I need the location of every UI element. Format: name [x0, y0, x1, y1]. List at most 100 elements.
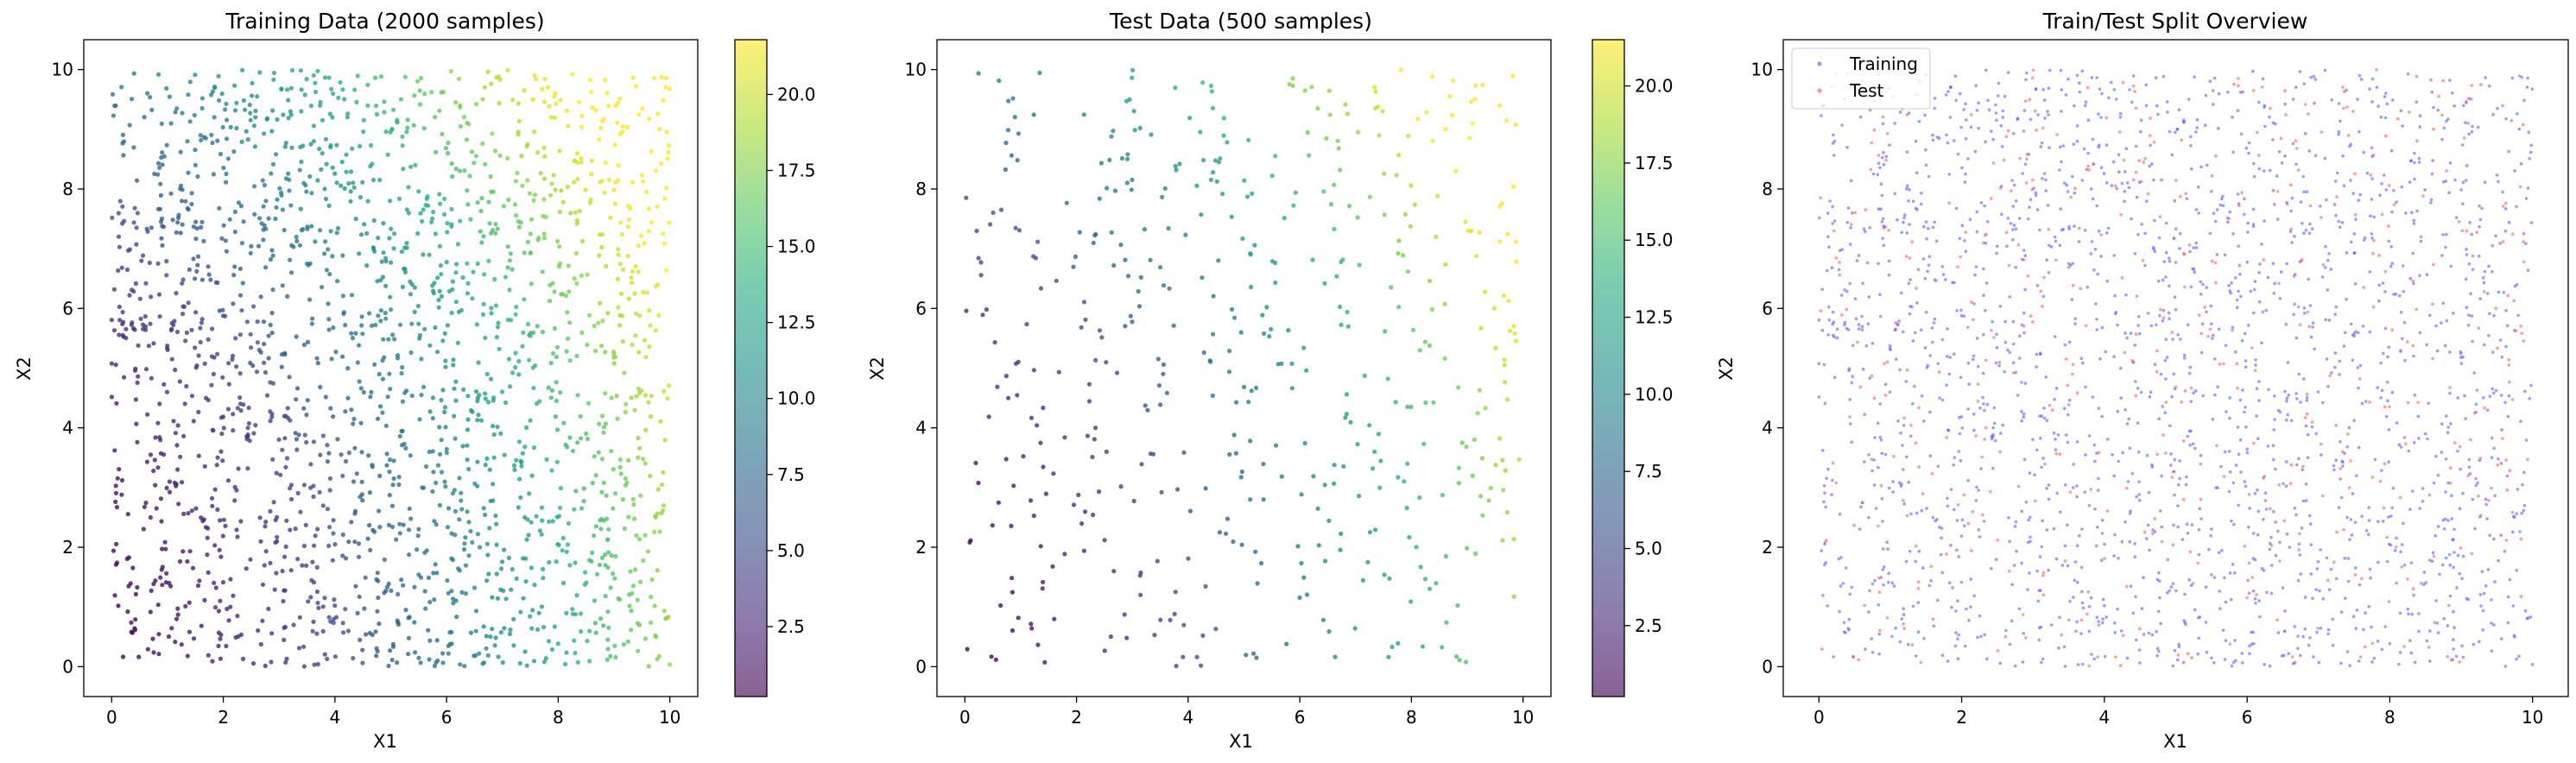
data-point [459, 307, 465, 313]
training-point [2251, 589, 2256, 593]
data-point [667, 220, 672, 225]
training-point [2137, 493, 2141, 496]
data-point [424, 463, 429, 470]
data-point [431, 210, 436, 215]
training-point [2448, 79, 2452, 82]
training-point [1893, 122, 1897, 125]
test-point [2342, 106, 2345, 110]
test-point [2164, 400, 2168, 404]
training-point [2350, 533, 2354, 537]
data-point [647, 344, 652, 350]
data-point [541, 236, 547, 241]
training-point [1925, 507, 1928, 510]
data-point [250, 93, 255, 98]
data-point [155, 420, 161, 426]
training-point [2271, 444, 2275, 447]
test-point [2006, 129, 2010, 133]
data-point [370, 323, 375, 328]
data-point [570, 448, 576, 454]
data-point [603, 161, 608, 166]
training-point [1959, 125, 1963, 129]
data-point [216, 73, 221, 79]
training-point [2192, 268, 2196, 271]
test-point [2415, 307, 2418, 312]
data-point [1226, 369, 1232, 375]
data-point [1225, 516, 1231, 521]
data-point [1279, 474, 1284, 479]
training-point [2413, 177, 2416, 181]
training-point [2274, 553, 2278, 558]
training-point [1992, 421, 1997, 426]
data-point [161, 224, 167, 230]
training-point [2150, 463, 2154, 467]
training-point [2289, 209, 2293, 213]
data-point [640, 173, 645, 178]
data-point [1220, 192, 1225, 197]
data-point [459, 498, 464, 503]
training-point [2408, 159, 2413, 163]
training-point [2041, 457, 2045, 460]
training-point [1849, 179, 1853, 182]
test-point [2213, 261, 2218, 265]
training-point [1853, 297, 1858, 301]
data-point [1373, 89, 1378, 94]
data-point [320, 433, 326, 438]
data-point [1408, 404, 1414, 410]
data-point [133, 281, 138, 287]
training-point [2490, 598, 2493, 602]
data-point [637, 622, 642, 627]
data-point [430, 416, 435, 421]
data-point [325, 443, 330, 448]
test-point [2030, 76, 2035, 79]
data-point [384, 451, 389, 457]
data-point [109, 318, 114, 323]
data-point [443, 425, 448, 430]
test-point [2060, 633, 2063, 637]
data-point [1248, 497, 1253, 502]
training-point [2117, 459, 2120, 463]
training-point [1933, 97, 1937, 100]
training-point [2099, 255, 2103, 258]
test-point [2519, 595, 2523, 598]
test-point [2472, 411, 2477, 415]
data-point [116, 211, 121, 216]
training-point [2076, 580, 2079, 584]
training-point [2409, 561, 2414, 564]
test-point [1956, 265, 1959, 269]
colorbar-tick-label: 10.0 [777, 388, 816, 409]
data-point [193, 365, 199, 370]
test-point [2390, 328, 2394, 332]
data-point [1287, 82, 1292, 87]
data-point [1299, 560, 1304, 566]
data-point [133, 617, 138, 622]
data-point [269, 129, 275, 134]
training-point [1914, 559, 1918, 564]
training-point [2470, 232, 2473, 236]
training-point [2157, 579, 2161, 583]
training-point [2524, 242, 2528, 246]
data-point [175, 612, 180, 617]
data-point [649, 413, 654, 419]
training-point [2478, 204, 2481, 208]
training-point [2355, 609, 2359, 612]
training-point [1946, 327, 1949, 331]
data-point [402, 267, 408, 272]
data-point [234, 488, 239, 493]
test-point [2218, 363, 2222, 366]
training-point [2012, 342, 2016, 346]
test-point [2232, 82, 2236, 86]
data-point [119, 477, 125, 483]
data-point [251, 123, 256, 129]
data-point [1502, 363, 1507, 368]
training-point [2468, 220, 2472, 224]
training-point [1962, 524, 1966, 528]
data-point [522, 88, 527, 93]
training-point [2217, 91, 2221, 96]
data-point [406, 211, 411, 216]
training-point [2449, 264, 2453, 268]
data-point [206, 337, 211, 342]
data-point [629, 395, 634, 400]
training-point [1863, 413, 1866, 417]
training-point [2158, 596, 2161, 600]
training-point [2504, 117, 2508, 121]
